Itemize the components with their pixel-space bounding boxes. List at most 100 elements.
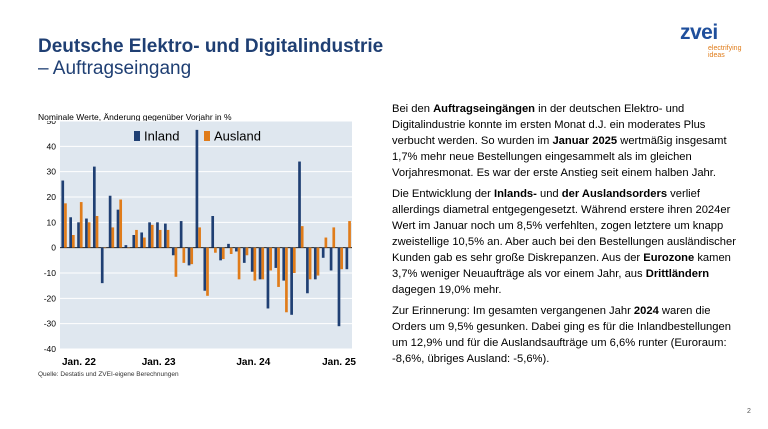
legend-label-ausland: Ausland (214, 129, 261, 144)
bar-inland-3 (85, 218, 88, 248)
x-tick-label: Jan. 22 (62, 357, 96, 368)
p1-run-1: Auftragseingängen (433, 103, 536, 115)
paragraph-1: Bei den Auftragseingängen in der deutsch… (392, 101, 738, 181)
bar-inland-29 (290, 247, 293, 315)
p2-run-1: Inlands- (493, 188, 537, 200)
y-tick-label: -30 (44, 319, 57, 329)
bar-inland-13 (164, 223, 167, 248)
y-tick-label: 50 (47, 121, 57, 126)
zvei-logo: zvei electrifying ideas (680, 21, 741, 72)
logo-word: zvei (680, 21, 718, 44)
bar-ausland-7 (119, 199, 123, 248)
bar-ausland-36 (348, 221, 351, 248)
page-subtitle: – Auftragseingang (38, 58, 192, 79)
bar-inland-8 (124, 245, 128, 248)
bar-ausland-25 (261, 247, 265, 280)
p3-run-2: waren die Orders um 9,5% gesunken. Dabei… (392, 305, 731, 365)
bar-ausland-32 (316, 247, 320, 276)
bar-inland-26 (266, 247, 270, 309)
bar-inland-23 (242, 247, 246, 263)
logo-tagline-line2: ideas (708, 52, 725, 59)
bar-ausland-2 (79, 202, 83, 248)
bar-ausland-11 (150, 224, 154, 248)
bar-ausland-4 (95, 216, 99, 248)
y-tick-label: -10 (44, 268, 57, 278)
bar-inland-27 (274, 247, 278, 268)
bar-ausland-6 (111, 227, 115, 248)
bar-ausland-8 (127, 247, 130, 249)
bar-inland-12 (156, 222, 159, 248)
bar-ausland-21 (229, 247, 233, 254)
p1-run-2: in der deutschen Elektro- und Digitalind… (392, 103, 706, 147)
logo-tagline: electrifying ideas (708, 45, 748, 59)
bar-ausland-0 (64, 203, 67, 248)
bar-ausland-33 (324, 237, 328, 248)
bar-inland-0 (61, 180, 65, 248)
bar-inland-28 (282, 247, 286, 281)
page-title: Deutsche Elektro- und Digitalindustrie (38, 36, 384, 57)
p2-run-4: verlief allerdings diametral entgegenges… (392, 188, 736, 264)
p2-run-8: dagegen 19,0% mehr. (392, 284, 502, 296)
p1-run-4: wertmäßig insgesamt 1,7% mehr neue Beste… (392, 135, 727, 179)
bar-ausland-22 (237, 247, 241, 280)
y-tick-label: -40 (44, 344, 57, 354)
bar-inland-18 (203, 247, 207, 291)
p2-run-6: kamen 3,7% weniger Neuaufträge als vor e… (392, 252, 731, 280)
x-tick-label: Jan. 23 (142, 357, 176, 368)
bar-ausland-27 (277, 247, 280, 287)
p1-run-0: Bei den (392, 103, 434, 115)
bar-inland-9 (132, 235, 136, 248)
bar-ausland-12 (158, 229, 162, 248)
bar-ausland-3 (87, 222, 91, 248)
x-tick-label: Jan. 25 (322, 357, 356, 368)
bar-inland-14 (171, 247, 175, 256)
page-number: 2 (747, 408, 751, 415)
bar-inland-32 (313, 247, 317, 280)
bar-inland-6 (108, 195, 112, 248)
bar-ausland-10 (143, 237, 146, 248)
x-tick-label: Jan. 24 (236, 357, 270, 368)
orders-bar-chart: 50 40 30 20 10 0 -10 -20 -30 -40 Jan. 22 Jan. 23 Jan… (44, 121, 356, 368)
bar-inland-1 (69, 217, 72, 248)
bar-ausland-18 (206, 247, 209, 296)
bar-ausland-23 (245, 247, 249, 256)
p2-run-3: der Auslandsorders (561, 188, 668, 200)
bar-inland-31 (306, 247, 309, 294)
bar-inland-7 (116, 209, 120, 248)
bar-inland-17 (195, 129, 199, 248)
bar-inland-35 (337, 247, 341, 327)
bar-ausland-5 (103, 247, 107, 249)
bar-inland-21 (227, 243, 230, 248)
bar-inland-5 (100, 247, 104, 284)
bar-inland-25 (258, 247, 262, 280)
paragraph-3: Zur Erinnerung: Im gesamten vergangenen … (392, 303, 738, 367)
bar-inland-16 (187, 247, 191, 266)
bar-inland-15 (179, 221, 183, 248)
bar-inland-2 (77, 222, 80, 248)
plot-area (60, 121, 352, 349)
bar-ausland-29 (292, 247, 296, 273)
legend-swatch-inland (134, 131, 140, 141)
bar-ausland-20 (221, 247, 225, 260)
p1-run-3: Januar 2025 (552, 135, 618, 147)
p3-run-0: Zur Erinnerung: Im gesamten vergangenen … (392, 305, 634, 317)
y-tick-label: 20 (47, 192, 57, 202)
bar-ausland-15 (182, 247, 186, 263)
bar-inland-20 (219, 247, 222, 261)
bar-inland-19 (211, 216, 215, 248)
bar-inland-30 (298, 161, 301, 248)
commentary-text: Bei den Auftragseingängen in der deutsch… (392, 101, 738, 372)
logo-tagline-line1: electrifying (708, 45, 742, 52)
bar-inland-10 (140, 232, 144, 248)
bar-ausland-17 (198, 227, 201, 248)
chart-caption: Nominale Werte, Änderung gegenüber Vorja… (38, 112, 232, 122)
p2-run-0: Die Entwicklung der (392, 188, 494, 200)
bar-ausland-16 (190, 247, 194, 265)
p2-run-2: und (536, 188, 562, 200)
y-tick-label: 0 (51, 243, 56, 253)
y-tick-label: 30 (47, 167, 57, 177)
y-tick-label: 10 (47, 217, 57, 227)
legend-swatch-ausland (204, 131, 210, 141)
bar-ausland-9 (135, 229, 138, 248)
legend-label-inland: Inland (144, 129, 179, 144)
